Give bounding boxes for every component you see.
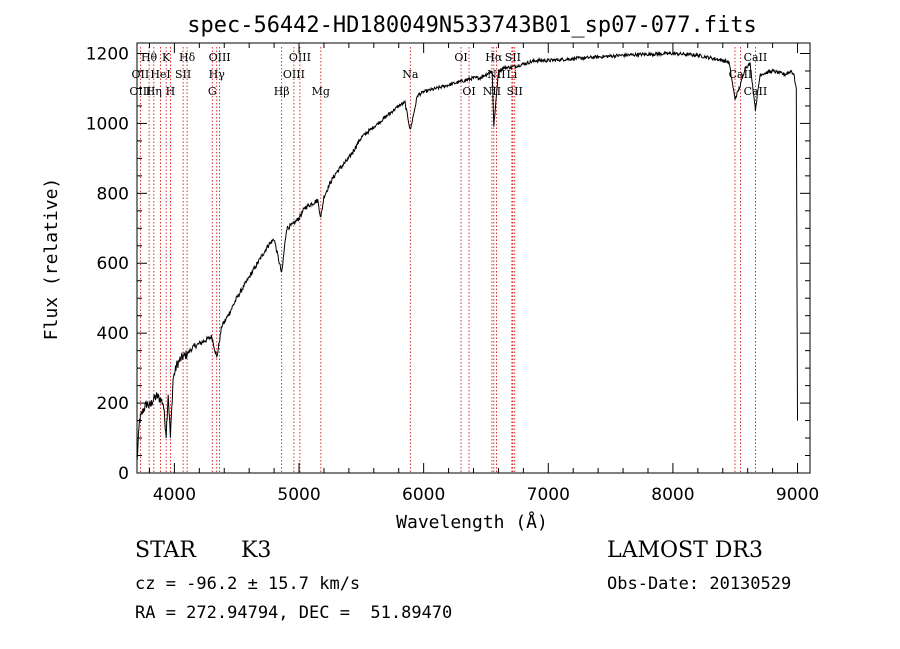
y-tick-label: 400 <box>97 324 129 344</box>
spectral-line-label: G <box>208 85 217 98</box>
x-axis: 4000 5000 6000 7000 8000 9000 <box>148 43 819 505</box>
y-axis: 0 200 400 600 800 1000 1200 <box>86 44 810 484</box>
spectral-line-label: Li <box>506 68 517 81</box>
x-tick-label: 5000 <box>277 485 320 505</box>
object-subclass: K3 <box>241 538 272 563</box>
spectral-line-labels: Hθ OII OIII K HeI Hη H SII Hδ OIII Hγ G OIII OIII Hβ Mg… <box>129 51 767 98</box>
y-tick-label: 200 <box>97 394 129 414</box>
spectral-line-label: OIII <box>209 51 231 64</box>
coordinates: RA = 272.94794, DEC = 51.89470 <box>135 603 453 623</box>
spectral-line-label: CaII <box>744 85 768 98</box>
spectral-line-label: HeI <box>150 68 170 81</box>
spectral-line-label: OII <box>132 68 150 81</box>
x-tick-label: 7000 <box>527 485 570 505</box>
y-tick-label: 600 <box>97 254 129 274</box>
x-tick-label: 9000 <box>776 485 819 505</box>
object-class: STAR <box>135 538 196 563</box>
chart-title: spec-56442-HD180049N533743B01_sp07-077.f… <box>187 13 757 38</box>
spectral-line-label: Hθ <box>141 51 158 64</box>
spectral-line-label: SII <box>507 85 523 98</box>
spectral-line-label: K <box>162 51 171 64</box>
spectral-line-markers <box>139 47 756 473</box>
spectral-line-label: CaII <box>729 68 753 81</box>
spectral-line-label: Mg <box>312 85 330 98</box>
x-tick-label: 4000 <box>153 485 196 505</box>
spectral-line-label: SII <box>175 68 191 81</box>
spectral-line-label: NII <box>483 85 501 98</box>
y-tick-label: 0 <box>118 464 129 484</box>
survey-name: LAMOST DR3 <box>607 538 763 563</box>
y-tick-label: 1200 <box>86 44 129 64</box>
spectral-line-label: Hβ <box>274 85 290 98</box>
spectral-line-label: OIII <box>129 85 151 98</box>
observation-date: Obs-Date: 20130529 <box>607 574 792 594</box>
spectral-line-label: H <box>166 85 176 98</box>
spectral-line-label: CaII <box>744 51 768 64</box>
y-tick-label: 800 <box>97 184 129 204</box>
spectral-line-label: OIII <box>289 51 311 64</box>
spectral-line-label: Hδ <box>179 51 196 64</box>
redshift-velocity: cz = -96.2 ± 15.7 km/s <box>135 574 361 594</box>
spectral-line-label: OI <box>454 51 467 64</box>
spectral-line-label: Hγ <box>209 68 226 81</box>
x-tick-label: 6000 <box>402 485 445 505</box>
spectral-line-label: Hα <box>485 51 503 64</box>
spectral-line-label: Hη <box>146 85 162 98</box>
x-axis-label: Wavelength (Å) <box>396 511 548 533</box>
spectral-line-label: OI <box>462 85 475 98</box>
spectral-line-label: OIII <box>283 68 305 81</box>
y-axis-label: Flux (relative) <box>41 178 62 341</box>
spectral-line-label: SII <box>505 51 521 64</box>
plot-frame <box>136 42 811 474</box>
y-tick-label: 1000 <box>86 114 129 134</box>
x-tick-label: 8000 <box>651 485 694 505</box>
spectral-line-label: Na <box>402 68 419 81</box>
spectrum-series-line <box>136 50 798 462</box>
